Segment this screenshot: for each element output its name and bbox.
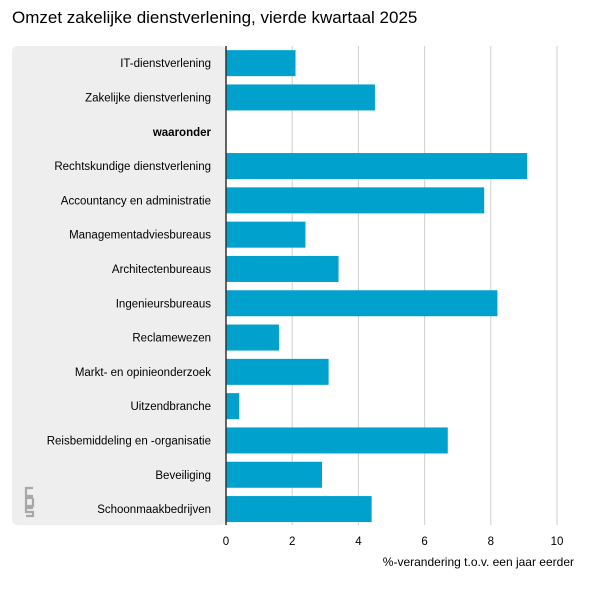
bar — [226, 50, 296, 77]
bar — [226, 221, 306, 248]
bars — [226, 50, 528, 523]
x-tick-label: 2 — [289, 536, 295, 548]
bar — [226, 153, 528, 180]
category-label: Markt- en opinieonderzoek — [75, 367, 211, 379]
category-label: Uitzendbranche — [130, 401, 211, 413]
x-tick-label: 8 — [488, 536, 494, 548]
x-tick-label: 6 — [421, 536, 427, 548]
bar — [226, 358, 329, 385]
bar — [226, 461, 322, 488]
bar — [226, 427, 448, 454]
category-label: IT-dienstverlening — [120, 58, 211, 70]
category-label: waaronder — [152, 127, 212, 139]
x-tick-label: 0 — [223, 536, 229, 548]
x-axis-title: %-verandering t.o.v. een jaar eerder — [383, 555, 574, 569]
category-label: Reclamewezen — [132, 333, 211, 345]
category-label: Zakelijke dienstverlening — [85, 92, 211, 104]
category-label: Beveiliging — [155, 470, 211, 482]
category-labels: IT-dienstverlening Zakelijke dienstverlen… — [47, 58, 212, 516]
category-label: Ingenieursbureaus — [116, 298, 212, 310]
bar — [226, 496, 372, 523]
category-label: Architectenbureaus — [112, 264, 211, 276]
x-tick-label: 10 — [551, 536, 564, 548]
category-label: Reisbemiddeling en -organisatie — [47, 435, 211, 447]
category-label: Managementadviesbureaus — [69, 230, 211, 242]
bar — [226, 187, 485, 214]
category-label: Rechtskundige dienstverlening — [54, 161, 211, 173]
label-panel — [12, 46, 226, 525]
category-label: Schoonmaakbedrijven — [97, 504, 211, 516]
bar — [226, 290, 498, 317]
x-tick-labels: 0 2 4 6 8 10 — [223, 536, 564, 548]
bar — [226, 393, 240, 420]
bar — [226, 255, 339, 282]
category-label: Accountancy en administratie — [61, 195, 211, 207]
bar — [226, 324, 279, 351]
cbs-logo-icon — [24, 486, 35, 518]
bar — [226, 84, 375, 111]
chart-title: Omzet zakelijke dienstverlening, vierde … — [12, 8, 418, 27]
x-tick-label: 4 — [355, 536, 362, 548]
